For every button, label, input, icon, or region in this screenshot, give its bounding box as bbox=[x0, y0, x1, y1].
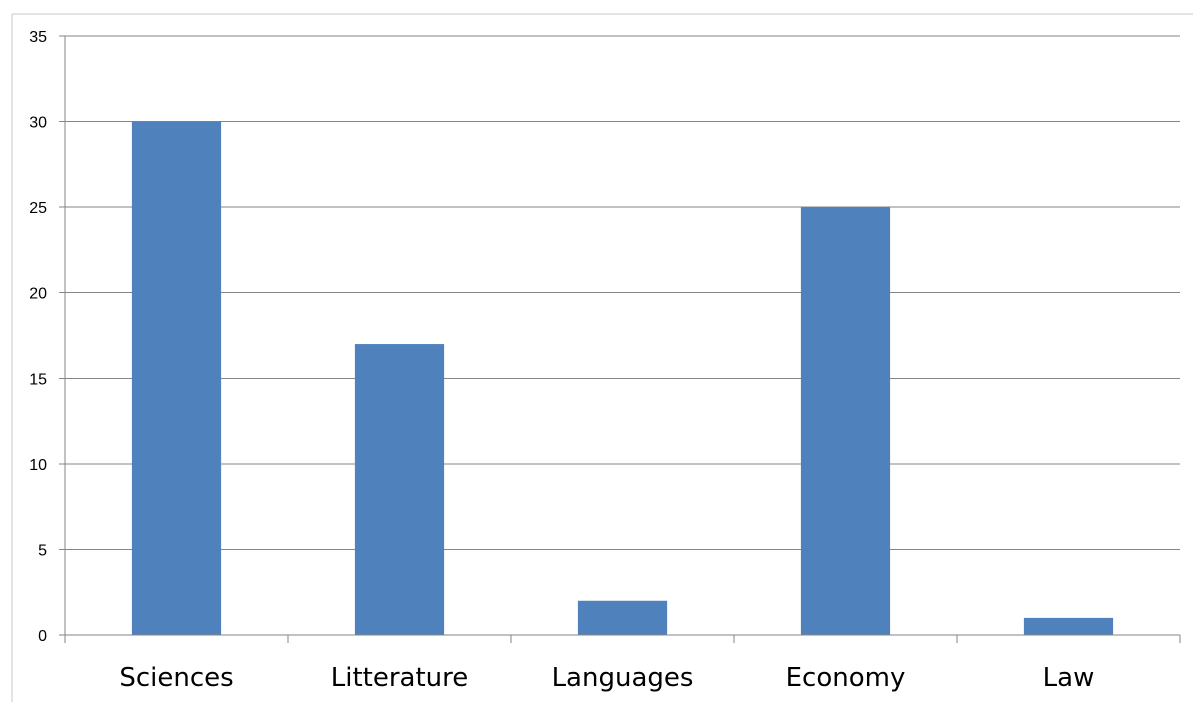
y-tick-label: 35 bbox=[29, 29, 47, 46]
axes bbox=[64, 36, 1180, 636]
y-tick-label: 20 bbox=[29, 286, 47, 303]
y-tick-label: 10 bbox=[29, 457, 47, 474]
y-tick-label: 5 bbox=[38, 542, 47, 559]
x-axis-ticks: Sciences Litterature Languages Economy Law bbox=[64, 635, 1181, 693]
y-tick-label: 25 bbox=[29, 200, 47, 217]
y-axis-ticks: 0 5 10 15 20 25 30 35 bbox=[29, 29, 65, 645]
y-tick-label: 0 bbox=[38, 628, 47, 645]
bar-languages bbox=[577, 600, 668, 635]
x-tick-label-law: Law bbox=[1043, 663, 1095, 693]
x-tick-label-litterature: Litterature bbox=[331, 663, 469, 693]
bar-law bbox=[1023, 617, 1114, 635]
bar-economy bbox=[800, 207, 891, 635]
x-tick-label-sciences: Sciences bbox=[119, 663, 233, 693]
bars bbox=[131, 121, 1114, 636]
bar-sciences bbox=[131, 121, 222, 636]
x-tick-label-languages: Languages bbox=[552, 663, 694, 693]
worksheet-edges bbox=[11, 13, 1193, 702]
y-tick-label: 30 bbox=[29, 115, 47, 132]
x-tick-label-economy: Economy bbox=[786, 663, 906, 693]
bar-litterature bbox=[354, 344, 445, 635]
y-tick-label: 15 bbox=[29, 371, 47, 388]
gridlines bbox=[65, 35, 1180, 550]
